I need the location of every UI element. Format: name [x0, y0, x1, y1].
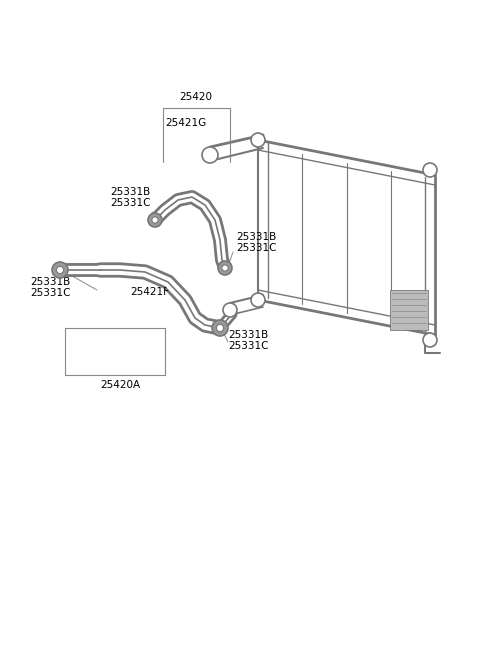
Circle shape	[223, 303, 237, 317]
Text: 25331C: 25331C	[228, 341, 268, 351]
Circle shape	[57, 267, 63, 274]
Circle shape	[152, 217, 158, 223]
Text: 25331B: 25331B	[236, 232, 276, 242]
Circle shape	[216, 324, 224, 331]
Circle shape	[218, 261, 232, 275]
Circle shape	[251, 133, 265, 147]
FancyBboxPatch shape	[390, 290, 428, 330]
Circle shape	[52, 262, 68, 278]
Text: 25331C: 25331C	[30, 288, 71, 298]
Circle shape	[222, 265, 228, 271]
Text: 25331C: 25331C	[236, 243, 276, 253]
Text: 25331C: 25331C	[110, 198, 151, 208]
Text: 25421F: 25421F	[130, 287, 169, 297]
Circle shape	[202, 147, 218, 163]
Text: 25331B: 25331B	[228, 330, 268, 340]
Text: 25331B: 25331B	[110, 187, 150, 197]
Text: 25420A: 25420A	[100, 380, 140, 390]
Circle shape	[212, 320, 228, 336]
Circle shape	[423, 333, 437, 347]
Circle shape	[423, 163, 437, 177]
Text: 25420: 25420	[180, 92, 213, 102]
Circle shape	[148, 213, 162, 227]
Circle shape	[251, 293, 265, 307]
Text: 25331B: 25331B	[30, 277, 70, 287]
Text: 25421G: 25421G	[165, 118, 206, 128]
